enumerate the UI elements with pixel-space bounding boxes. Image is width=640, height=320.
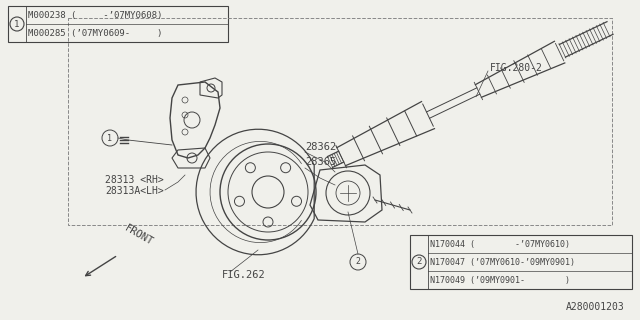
Text: FIG.262: FIG.262: [222, 270, 266, 280]
Text: 28313 <RH>: 28313 <RH>: [105, 175, 164, 185]
Text: 28362: 28362: [305, 142, 336, 152]
Text: 28365: 28365: [305, 157, 336, 167]
Text: FRONT: FRONT: [123, 223, 155, 247]
Text: M000238 (     -’07MY0608): M000238 ( -’07MY0608): [28, 11, 163, 20]
Text: 28313A<LH>: 28313A<LH>: [105, 186, 164, 196]
Text: M000285 (’07MY0609-     ): M000285 (’07MY0609- ): [28, 28, 163, 37]
Text: 2: 2: [355, 258, 360, 267]
Text: 2: 2: [416, 258, 422, 267]
Text: FIG.280-2: FIG.280-2: [490, 63, 543, 73]
Text: N170044 (        -’07MY0610): N170044 ( -’07MY0610): [430, 239, 570, 249]
Text: N170049 (’09MY0901-        ): N170049 (’09MY0901- ): [430, 276, 570, 284]
Text: A280001203: A280001203: [566, 302, 625, 312]
Text: 1: 1: [108, 133, 113, 142]
Text: 1: 1: [14, 20, 20, 28]
Text: N170047 (’07MY0610-’09MY0901): N170047 (’07MY0610-’09MY0901): [430, 258, 575, 267]
